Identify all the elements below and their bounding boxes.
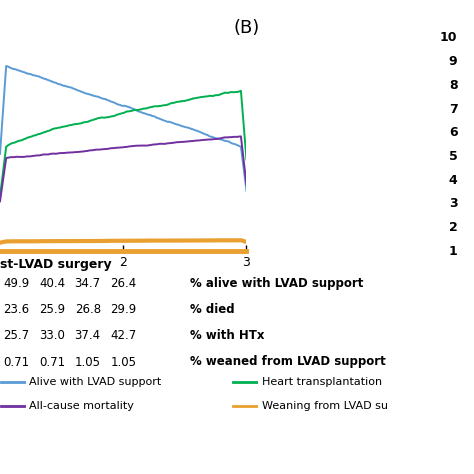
Text: 2: 2: [449, 221, 457, 234]
Text: Heart transplantation: Heart transplantation: [262, 376, 382, 387]
Text: 10: 10: [440, 31, 457, 45]
Text: 37.4: 37.4: [74, 329, 101, 342]
Text: 40.4: 40.4: [39, 277, 65, 290]
Text: % died: % died: [190, 303, 234, 316]
Text: st-LVAD surgery: st-LVAD surgery: [0, 258, 111, 271]
Text: 26.8: 26.8: [74, 303, 101, 316]
Text: 49.9: 49.9: [3, 277, 30, 290]
Text: Weaning from LVAD su: Weaning from LVAD su: [262, 401, 388, 411]
Text: % weaned from LVAD support: % weaned from LVAD support: [190, 356, 385, 368]
Text: % alive with LVAD support: % alive with LVAD support: [190, 277, 363, 290]
Text: 0.71: 0.71: [3, 356, 30, 368]
Text: 23.6: 23.6: [3, 303, 30, 316]
Text: % with HTx: % with HTx: [190, 329, 264, 342]
Text: 25.7: 25.7: [3, 329, 30, 342]
Text: 7: 7: [449, 102, 457, 116]
Text: 0.71: 0.71: [39, 356, 65, 368]
Text: 5: 5: [449, 150, 457, 163]
Text: 25.9: 25.9: [39, 303, 65, 316]
Text: 33.0: 33.0: [39, 329, 65, 342]
Text: 1.05: 1.05: [110, 356, 136, 368]
Text: 6: 6: [449, 126, 457, 139]
Text: (B): (B): [233, 19, 260, 37]
Text: 42.7: 42.7: [110, 329, 137, 342]
Text: 29.9: 29.9: [110, 303, 137, 316]
Text: 3: 3: [449, 197, 457, 210]
Text: Alive with LVAD support: Alive with LVAD support: [29, 376, 162, 387]
Text: 8: 8: [449, 79, 457, 92]
Text: 1: 1: [449, 245, 457, 258]
Text: 4: 4: [449, 173, 457, 187]
Text: All-cause mortality: All-cause mortality: [29, 401, 134, 411]
Text: 26.4: 26.4: [110, 277, 137, 290]
Text: 34.7: 34.7: [74, 277, 101, 290]
Text: 1.05: 1.05: [75, 356, 100, 368]
Text: 9: 9: [449, 55, 457, 68]
